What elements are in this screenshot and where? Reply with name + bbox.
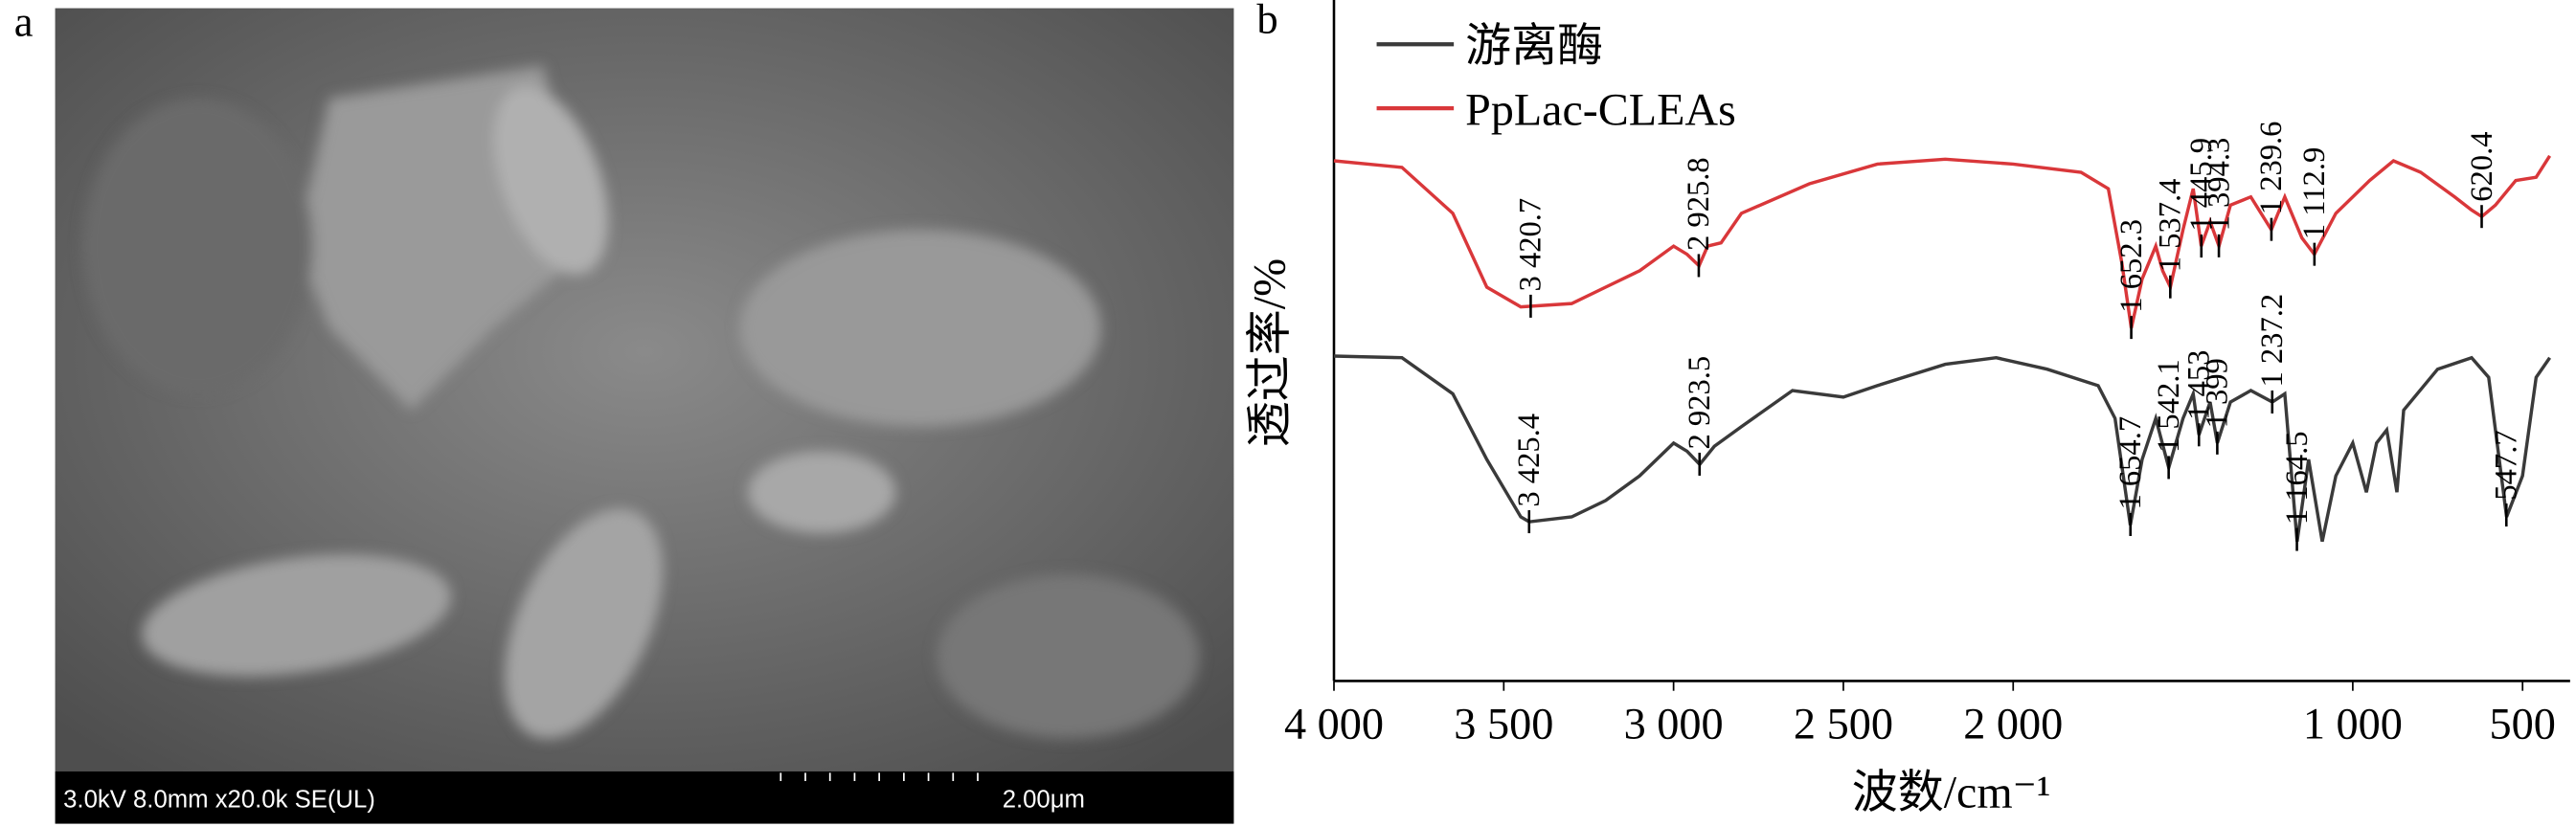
sem-texture <box>82 65 1200 739</box>
peak-label: 1 542.1 <box>2152 359 2186 453</box>
peak-label: 1 445.9 <box>2184 138 2219 232</box>
x-tick-label: 2 500 <box>1794 700 1893 749</box>
x-tick-label: 1 000 <box>2303 700 2403 749</box>
panel-label: a <box>14 0 34 46</box>
peak-label: 1 239.6 <box>2254 122 2289 215</box>
peak-label: 1 652.3 <box>2114 219 2149 313</box>
sem-info-bar <box>55 771 1234 824</box>
panel-label: b <box>1256 0 1277 42</box>
peak-label: 2 925.8 <box>1682 157 1716 251</box>
legend-label: PpLac-CLEAs <box>1465 84 1736 135</box>
legend-label: 游离酶 <box>1465 20 1603 71</box>
x-axis-title: 波数/cm⁻¹ <box>1852 767 2051 817</box>
x-tick-label: 3 000 <box>1624 700 1724 749</box>
peak-label: 1 399 <box>2201 358 2235 428</box>
series-line <box>1333 354 2552 543</box>
series-line <box>1333 154 2552 329</box>
peak-label: 1 654.7 <box>2113 416 2148 510</box>
sem-panel: a 3.0kV 8.0mm x20.0k SE(UL) 2.00μm <box>14 0 1234 824</box>
peak-label: 1 112.9 <box>2297 147 2332 239</box>
peak-label: 3 425.4 <box>1512 414 1547 507</box>
x-tick-label: 3 500 <box>1454 700 1553 749</box>
peak-label: 1 394.3 <box>2202 138 2236 232</box>
peak-label: 1 237.2 <box>2255 294 2290 388</box>
x-tick-label: 4 000 <box>1284 700 1384 749</box>
peak-label: 2 923.5 <box>1683 356 1717 450</box>
sem-scale: 2.00μm <box>1003 786 1085 813</box>
peak-label: 3 420.7 <box>1514 198 1548 292</box>
y-axis-title: 透过率/% <box>1245 258 1296 447</box>
sem-scale-bar <box>780 772 979 781</box>
peak-label: 547.7 <box>2490 430 2524 500</box>
x-tick-label: 2 000 <box>1963 700 2063 749</box>
peak-label: 1 164.5 <box>2280 431 2315 525</box>
peak-label: 1 453 <box>2182 350 2217 420</box>
sem-info: 3.0kV 8.0mm x20.0k SE(UL) <box>63 786 375 813</box>
x-tick-label: 500 <box>2490 700 2556 749</box>
peak-label: 1 537.4 <box>2154 179 2188 273</box>
peak-label: 620.4 <box>2465 132 2499 202</box>
